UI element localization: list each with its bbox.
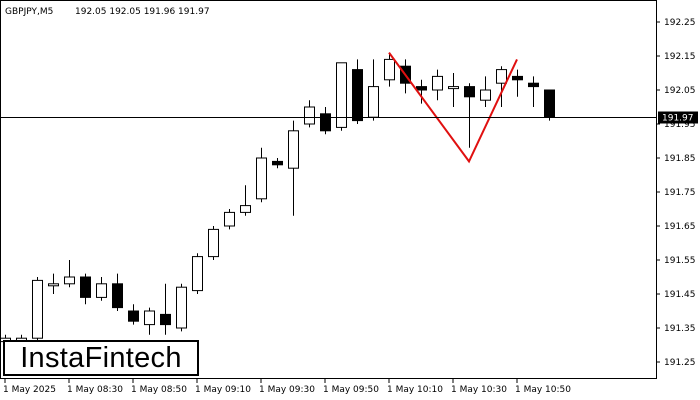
time-axis: 1 May 2025 1 May 08:30 1 May 08:50 1 May 09…	[3, 379, 571, 395]
candle-body-bear	[352, 69, 363, 122]
y-tick-label: 191.85	[664, 154, 696, 164]
y-tick-label: 191.55	[664, 256, 696, 266]
candle	[416, 79, 427, 104]
candle-body-bull	[192, 256, 203, 292]
candle	[208, 226, 219, 260]
candle-body-bull	[240, 205, 251, 213]
candle	[320, 107, 331, 135]
candle	[192, 253, 203, 294]
x-tick-label: 1 May 08:30	[67, 385, 123, 395]
candle	[432, 69, 443, 101]
candle-body-bull	[224, 211, 235, 227]
candle-body-bull	[432, 75, 443, 91]
candle-body-bull	[496, 69, 507, 84]
candle-body-bull	[368, 86, 379, 118]
x-tick-label: 1 May 09:10	[195, 385, 251, 395]
candle-body-bear	[512, 75, 523, 81]
current-price-label: 191.97	[662, 114, 694, 124]
candle	[240, 185, 251, 216]
current-price-badge	[658, 111, 698, 124]
candle-body-bear	[272, 160, 283, 166]
candle	[112, 273, 123, 311]
candle-body-bear	[528, 82, 539, 88]
candle-body-bull	[336, 62, 347, 128]
candle	[160, 283, 171, 335]
candle	[176, 283, 187, 332]
x-tick-label: 1 May 09:50	[323, 385, 379, 395]
candle-body-bull	[176, 286, 187, 329]
y-tick-label: 191.25	[664, 358, 696, 368]
x-tick-label: 1 May 10:50	[515, 385, 571, 395]
y-tick-label: 192.05	[664, 86, 696, 96]
candle	[48, 273, 59, 294]
candle	[304, 100, 315, 128]
candle	[80, 273, 91, 305]
candle-body-bull	[96, 283, 107, 298]
candle	[528, 76, 539, 107]
candle-body-bear	[544, 89, 555, 118]
brand-logo-text: InstaFintech	[20, 341, 182, 374]
price-axis: 192.25 192.15 192.05 191.95 191.85 191.75 191.…	[0, 18, 698, 368]
candle	[256, 147, 267, 203]
candle-body-bull	[384, 58, 395, 81]
x-tick-label: 1 May 10:30	[451, 385, 507, 395]
y-tick-label: 191.35	[664, 324, 696, 334]
y-tick-label: 191.95	[664, 120, 696, 130]
chart-symbol: GBPJPY,M5	[5, 7, 53, 17]
pattern-group	[388, 52, 518, 164]
candle	[224, 209, 235, 230]
candle-body-bear	[80, 276, 91, 298]
candle	[336, 62, 347, 131]
candle	[464, 83, 475, 148]
candle-body-bull	[448, 86, 459, 90]
candle	[144, 307, 155, 335]
candle-body-bull	[288, 130, 299, 169]
candle	[480, 76, 491, 107]
candle-body-bull	[64, 276, 75, 285]
candle	[32, 277, 43, 345]
candle-body-bear	[128, 310, 139, 322]
candle	[496, 66, 507, 107]
chart-ohlc: 192.05 192.05 191.96 191.97	[75, 7, 210, 17]
candle-body-bull	[144, 310, 155, 326]
candle-body-bear	[464, 86, 475, 98]
y-tick-label: 192.15	[664, 52, 696, 62]
candle-body-bull	[32, 279, 43, 339]
candle	[448, 73, 459, 107]
candle	[384, 52, 395, 87]
candle-body-bull	[480, 89, 491, 101]
candle	[512, 69, 523, 97]
y-tick-label: 191.65	[664, 222, 696, 232]
candle-body-bear	[320, 113, 331, 132]
y-tick-label: 191.75	[664, 188, 696, 198]
x-tick-label: 1 May 2025	[3, 385, 56, 395]
candle-body-bear	[160, 313, 171, 326]
candle	[128, 304, 139, 325]
candle-body-bull	[304, 106, 315, 125]
double-top-pattern-line	[388, 52, 518, 164]
candle	[288, 120, 299, 216]
x-tick-label: 1 May 08:50	[131, 385, 187, 395]
y-tick-label: 191.45	[664, 290, 696, 300]
candle	[544, 89, 555, 121]
candle-body-bull	[208, 228, 219, 258]
candles-group	[0, 52, 555, 349]
candle	[96, 277, 107, 301]
brand-logo: InstaFintech	[3, 340, 199, 376]
candle	[64, 260, 75, 288]
candle	[352, 59, 363, 124]
candle-body-bear	[112, 283, 123, 309]
candle	[272, 158, 283, 169]
x-tick-label: 1 May 10:10	[387, 385, 443, 395]
candle-body-bear	[416, 86, 427, 91]
candle-body-bull	[256, 157, 267, 200]
x-tick-label: 1 May 09:30	[259, 385, 315, 395]
plot-frame	[0, 0, 657, 379]
candle-body-bull	[48, 283, 59, 287]
y-tick-label: 192.25	[664, 18, 696, 28]
